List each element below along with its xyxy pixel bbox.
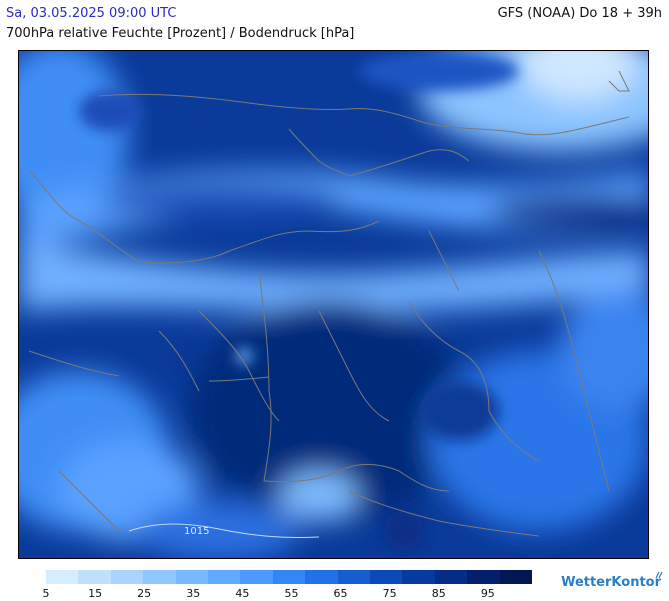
legend-swatch-10: [370, 570, 403, 584]
legend-swatch-7: [272, 570, 306, 584]
forecast-datetime: Sa, 03.05.2025 09:00 UTC: [6, 6, 177, 21]
isobar-line: [128, 523, 320, 539]
legend-swatch-5: [208, 570, 241, 584]
legend-swatch-9: [337, 570, 371, 584]
legend-tick-55: 55: [284, 587, 299, 600]
humidity-map[interactable]: 1015: [18, 50, 649, 559]
map-borders: [28, 70, 630, 537]
color-legend: [46, 570, 533, 584]
isobar-label: 1015: [184, 526, 209, 537]
legend-swatch-1: [78, 570, 111, 584]
legend-tick-45: 45: [235, 587, 250, 600]
legend-swatch-3: [143, 570, 176, 584]
legend-ticks: 5 15 25 35 45 55 65 75 85 95: [42, 587, 532, 601]
legend-tick-35: 35: [186, 587, 201, 600]
legend-swatch-14: [499, 570, 533, 584]
parameter-title: 700hPa relative Feuchte [Prozent] / Bode…: [6, 26, 355, 41]
legend-tick-75: 75: [382, 587, 397, 600]
wetterkontor-logo-icon: [655, 571, 663, 579]
legend-swatch-0: [46, 570, 79, 584]
legend-swatch-11: [402, 570, 435, 584]
brand-logo: WetterKontor: [561, 575, 661, 590]
legend-swatch-8: [305, 570, 338, 584]
model-run-label: GFS (NOAA) Do 18 + 39h: [497, 6, 662, 21]
legend-swatch-2: [110, 570, 144, 584]
legend-swatch-13: [467, 570, 500, 584]
legend-tick-65: 65: [333, 587, 348, 600]
legend-tick-15: 15: [88, 587, 103, 600]
legend-tick-85: 85: [431, 587, 446, 600]
legend-swatch-6: [240, 570, 273, 584]
legend-swatch-12: [434, 570, 468, 584]
humidity-detail: [79, 51, 519, 551]
legend-swatch-4: [175, 570, 209, 584]
legend-tick-25: 25: [137, 587, 152, 600]
legend-tick-5: 5: [42, 587, 50, 600]
legend-tick-95: 95: [480, 587, 495, 600]
